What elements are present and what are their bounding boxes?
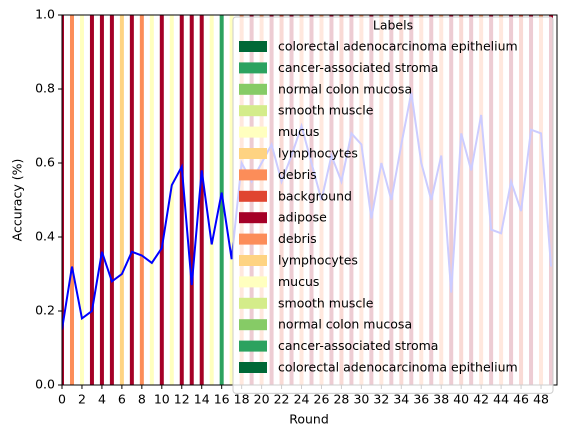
x-tick-label: 28: [333, 392, 349, 407]
legend-swatch: [239, 340, 267, 352]
legend-swatch: [239, 233, 267, 245]
legend-swatch: [239, 212, 267, 224]
legend-swatch: [239, 41, 267, 52]
round-band: [139, 15, 144, 385]
x-tick-label: 8: [138, 392, 146, 407]
y-tick-label: 0.8: [35, 81, 55, 96]
legend-label: debris: [278, 231, 317, 246]
round-band: [209, 15, 214, 385]
legend-swatch: [239, 126, 267, 138]
x-tick-label: 42: [473, 392, 489, 407]
legend-swatch: [239, 190, 267, 202]
legend-label: background: [278, 188, 352, 203]
y-axis-label: Accuracy (%): [10, 159, 25, 242]
round-band: [119, 15, 124, 385]
x-tick-label: 12: [174, 392, 190, 407]
legend-label: cancer-associated stroma: [278, 338, 438, 353]
legend-box: [232, 16, 554, 394]
x-tick-label: 6: [118, 392, 126, 407]
round-band: [89, 15, 94, 385]
legend-label: smooth muscle: [278, 103, 374, 118]
x-tick-label: 0: [58, 392, 66, 407]
round-band: [189, 15, 194, 385]
x-tick-label: 20: [254, 392, 270, 407]
x-tick-label: 24: [294, 392, 310, 407]
y-tick-label: 0.2: [35, 303, 55, 318]
x-tick-label: 40: [453, 392, 469, 407]
legend-swatch: [239, 319, 267, 331]
x-tick-label: 14: [194, 392, 210, 407]
x-tick-label: 2: [78, 392, 86, 407]
legend-label: mucus: [278, 274, 319, 289]
round-band: [169, 15, 174, 385]
legend-label: smooth muscle: [278, 295, 374, 310]
legend-label: adipose: [278, 210, 327, 225]
legend-swatch: [239, 362, 267, 373]
round-band: [69, 15, 74, 385]
legend-label: cancer-associated stroma: [278, 60, 438, 75]
legend-swatch: [239, 276, 267, 288]
legend-swatch: [239, 148, 267, 159]
x-tick-label: 46: [513, 392, 529, 407]
legend-label: lymphocytes: [278, 146, 358, 161]
round-band: [109, 15, 114, 385]
y-tick-label: 0.4: [35, 229, 55, 244]
legend-label: lymphocytes: [278, 253, 358, 268]
x-tick-label: 32: [373, 392, 389, 407]
round-band: [79, 15, 84, 385]
x-tick-label: 34: [393, 392, 409, 407]
legend-swatch: [239, 297, 267, 309]
x-tick-label: 38: [433, 392, 449, 407]
round-band: [129, 15, 134, 385]
round-band: [159, 15, 164, 385]
x-tick-label: 16: [214, 392, 230, 407]
round-band: [62, 15, 64, 385]
legend-title: Labels: [373, 18, 413, 33]
legend-swatch: [239, 255, 267, 266]
x-tick-label: 44: [493, 392, 509, 407]
legend-swatch: [239, 62, 267, 74]
legend-label: normal colon mucosa: [278, 81, 412, 96]
legend-label: debris: [278, 167, 317, 182]
x-tick-label: 30: [353, 392, 369, 407]
legend-label: normal colon mucosa: [278, 317, 412, 332]
x-tick-label: 48: [533, 392, 549, 407]
round-band: [219, 15, 224, 385]
legend-label: mucus: [278, 124, 319, 139]
x-axis-label: Round: [289, 412, 329, 427]
x-tick-label: 4: [98, 392, 106, 407]
round-band: [199, 15, 204, 385]
y-tick-label: 0.0: [35, 377, 55, 392]
x-tick-label: 36: [413, 392, 429, 407]
x-tick-label: 18: [234, 392, 250, 407]
legend-label: colorectal adenocarcinoma epithelium: [278, 39, 518, 54]
x-tick-label: 26: [314, 392, 330, 407]
x-tick-label: 22: [274, 392, 290, 407]
legend-label: colorectal adenocarcinoma epithelium: [278, 360, 518, 375]
y-tick-label: 1.0: [35, 7, 55, 22]
round-band: [229, 15, 234, 385]
round-band: [149, 15, 154, 385]
round-band: [179, 15, 184, 385]
round-band: [99, 15, 104, 385]
legend-swatch: [239, 83, 267, 95]
y-tick-label: 0.6: [35, 155, 55, 170]
x-tick-label: 10: [154, 392, 170, 407]
legend-swatch: [239, 105, 267, 117]
legend-swatch: [239, 169, 267, 181]
